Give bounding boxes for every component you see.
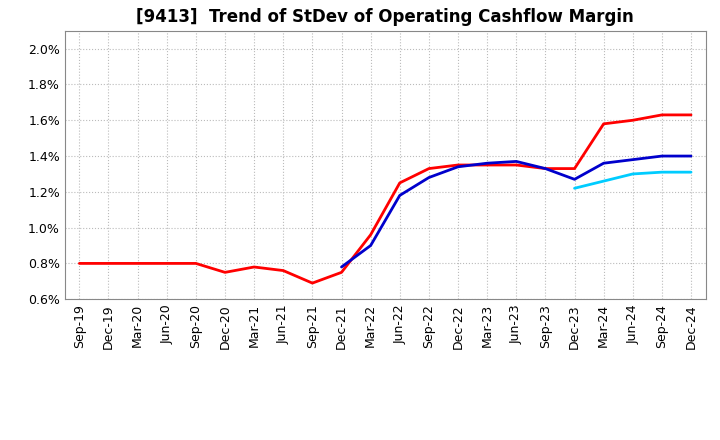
7 Years <box>687 169 696 175</box>
3 Years <box>541 166 550 171</box>
3 Years <box>279 268 287 273</box>
3 Years <box>425 166 433 171</box>
3 Years <box>512 162 521 168</box>
5 Years <box>657 154 666 159</box>
Line: 5 Years: 5 Years <box>341 156 691 267</box>
3 Years <box>395 180 404 186</box>
7 Years <box>570 186 579 191</box>
3 Years <box>657 112 666 117</box>
3 Years <box>366 232 375 238</box>
3 Years <box>687 112 696 117</box>
3 Years <box>454 162 462 168</box>
5 Years <box>483 161 492 166</box>
3 Years <box>133 261 142 266</box>
3 Years <box>250 264 258 270</box>
5 Years <box>599 161 608 166</box>
3 Years <box>220 270 229 275</box>
5 Years <box>425 175 433 180</box>
3 Years <box>570 166 579 171</box>
5 Years <box>366 243 375 248</box>
Line: 7 Years: 7 Years <box>575 172 691 188</box>
7 Years <box>657 169 666 175</box>
3 Years <box>629 117 637 123</box>
3 Years <box>163 261 171 266</box>
7 Years <box>599 179 608 184</box>
5 Years <box>512 159 521 164</box>
3 Years <box>192 261 200 266</box>
5 Years <box>570 177 579 182</box>
5 Years <box>337 264 346 270</box>
Line: 3 Years: 3 Years <box>79 115 691 283</box>
3 Years <box>483 162 492 168</box>
5 Years <box>395 193 404 198</box>
3 Years <box>599 121 608 126</box>
Title: [9413]  Trend of StDev of Operating Cashflow Margin: [9413] Trend of StDev of Operating Cashf… <box>136 8 634 26</box>
5 Years <box>629 157 637 162</box>
5 Years <box>541 166 550 171</box>
7 Years <box>629 171 637 176</box>
Legend: 3 Years, 5 Years, 7 Years, 10 Years: 3 Years, 5 Years, 7 Years, 10 Years <box>184 435 586 440</box>
3 Years <box>104 261 113 266</box>
5 Years <box>687 154 696 159</box>
5 Years <box>454 164 462 169</box>
3 Years <box>75 261 84 266</box>
3 Years <box>308 280 317 286</box>
3 Years <box>337 270 346 275</box>
